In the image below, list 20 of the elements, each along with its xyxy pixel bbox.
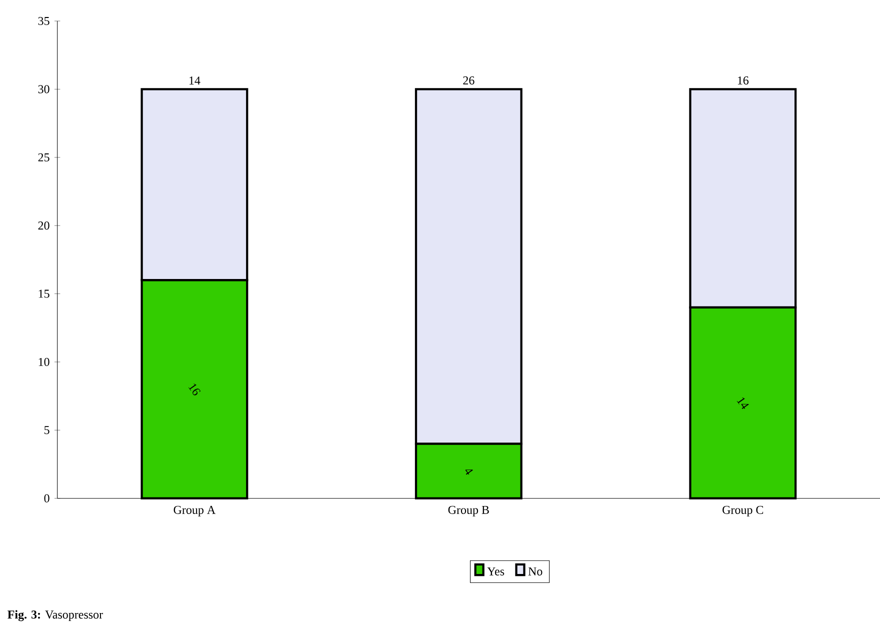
text: Fig. 3: Vasopressor: [8, 610, 103, 622]
data-label: 26: [463, 76, 474, 84]
legend-label: No: [528, 567, 542, 576]
data-label: 16: [738, 76, 749, 84]
y-tick-label: 10: [38, 358, 50, 366]
data-label: 4: [465, 470, 473, 475]
x-tick-label: Group A: [174, 506, 216, 516]
x-tick-label: Group B: [448, 506, 489, 516]
data-label: 14: [736, 397, 749, 410]
y-tick-label: 35: [38, 16, 50, 26]
data-label: 16: [188, 384, 201, 396]
x-tick-label: Group C: [722, 506, 764, 516]
legend-label: Yes: [487, 567, 504, 576]
y-tick-label: 30: [38, 85, 50, 94]
y-tick-label: 15: [38, 290, 50, 298]
data-label: 14: [189, 76, 200, 84]
y-tick-label: 0: [44, 494, 50, 502]
y-tick-label: 5: [44, 426, 50, 434]
y-tick-label: 20: [38, 222, 50, 230]
y-tick-label: 25: [38, 153, 50, 162]
